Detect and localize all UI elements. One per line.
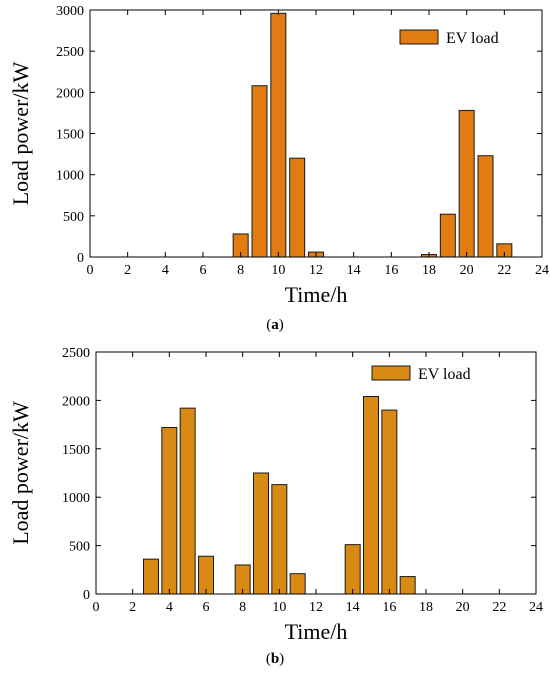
bar bbox=[439, 213, 456, 258]
chart-b: 0 2 4 6 8 10 12 14 16 18 20 22 240500100015002000250… bbox=[8, 346, 543, 667]
x-tick-label: 10 bbox=[271, 263, 285, 278]
bar bbox=[179, 407, 196, 595]
x-axis-label: Time/h bbox=[285, 282, 348, 307]
x-tick-label: 12 bbox=[309, 600, 323, 615]
bar bbox=[251, 85, 268, 258]
bar bbox=[270, 12, 287, 258]
x-tick-label: 14 bbox=[346, 600, 360, 615]
bar bbox=[289, 157, 306, 258]
bar bbox=[271, 484, 288, 595]
y-tick-label: 2500 bbox=[56, 45, 84, 60]
bar bbox=[477, 155, 494, 258]
y-tick-label: 1000 bbox=[56, 169, 84, 184]
x-tick-label: 6 bbox=[203, 600, 210, 615]
x-tick-label: 8 bbox=[237, 263, 244, 278]
x-tick-label: 22 bbox=[497, 263, 511, 278]
y-tick-label: 500 bbox=[63, 210, 84, 225]
x-tick-label: 18 bbox=[419, 600, 433, 615]
x-tick-label: 14 bbox=[347, 263, 361, 278]
x-tick-label: 2 bbox=[129, 600, 136, 615]
y-tick-label: 1000 bbox=[62, 491, 90, 506]
y-tick-label: 1500 bbox=[56, 128, 84, 143]
legend-label: EV load bbox=[418, 366, 471, 383]
y-axis-label: Load power/kW bbox=[8, 61, 33, 205]
bar bbox=[143, 558, 159, 595]
x-tick-label: 12 bbox=[309, 263, 323, 278]
y-tick-label: 0 bbox=[83, 588, 90, 603]
x-tick-label: 24 bbox=[529, 600, 543, 615]
x-tick-label: 8 bbox=[239, 600, 246, 615]
x-tick-label: 16 bbox=[382, 600, 396, 615]
legend-swatch bbox=[399, 29, 439, 45]
caption-letter: b bbox=[271, 651, 279, 667]
chart-a: 0 2 4 6 8 10 12 14 16 18 20 22 240500100015002000250… bbox=[8, 4, 549, 333]
bar bbox=[363, 396, 379, 595]
bar bbox=[399, 576, 416, 595]
x-tick-label: 4 bbox=[166, 600, 173, 615]
y-tick-label: 2500 bbox=[62, 346, 90, 361]
y-tick-label: 500 bbox=[69, 540, 90, 555]
x-tick-label: 0 bbox=[87, 263, 94, 278]
x-tick-label: 6 bbox=[200, 263, 207, 278]
y-axis-label: Load power/kW bbox=[8, 401, 33, 545]
x-tick-label: 16 bbox=[384, 263, 398, 278]
bar bbox=[458, 109, 475, 258]
y-tick-label: 3000 bbox=[56, 4, 84, 19]
bar bbox=[381, 409, 398, 595]
figure-caption: (b) bbox=[266, 651, 284, 667]
bar bbox=[344, 544, 361, 595]
y-tick-label: 2000 bbox=[56, 86, 84, 101]
legend-swatch bbox=[371, 365, 411, 381]
x-tick-label: 10 bbox=[272, 600, 286, 615]
x-tick-label: 4 bbox=[162, 263, 169, 278]
x-tick-label: 20 bbox=[460, 263, 474, 278]
bar bbox=[253, 472, 269, 595]
x-tick-label: 24 bbox=[535, 263, 549, 278]
legend-label: EV load bbox=[446, 30, 499, 47]
bar bbox=[198, 555, 214, 595]
figure-caption: (a) bbox=[266, 317, 284, 333]
caption-letter: a bbox=[271, 317, 279, 333]
y-tick-label: 2000 bbox=[62, 394, 90, 409]
x-tick-label: 22 bbox=[492, 600, 506, 615]
bar bbox=[289, 573, 306, 595]
x-tick-label: 18 bbox=[422, 263, 436, 278]
y-tick-label: 0 bbox=[77, 251, 84, 266]
bar bbox=[161, 427, 178, 595]
x-tick-label: 0 bbox=[93, 600, 100, 615]
y-tick-label: 1500 bbox=[62, 443, 90, 458]
x-axis-label: Time/h bbox=[285, 619, 348, 644]
x-tick-label: 2 bbox=[124, 263, 131, 278]
x-tick-label: 20 bbox=[456, 600, 470, 615]
